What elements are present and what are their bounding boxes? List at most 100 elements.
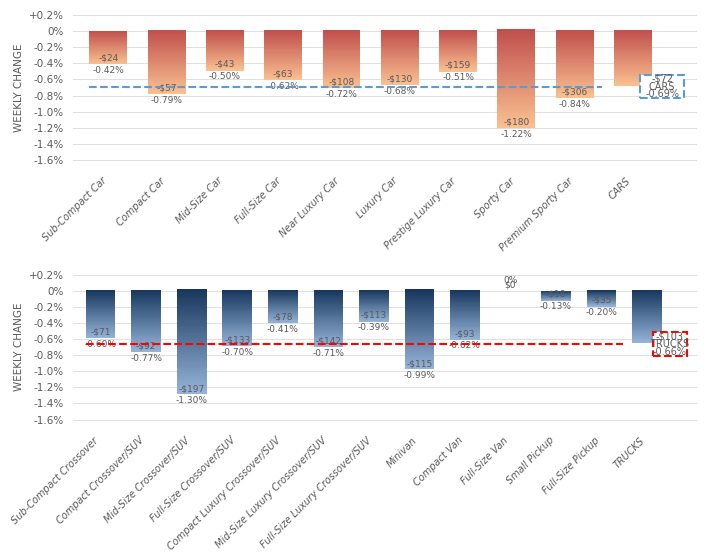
Bar	[86, 299, 115, 300]
Bar	[264, 35, 302, 36]
Bar	[405, 299, 434, 300]
Bar	[313, 310, 343, 311]
Bar	[614, 77, 652, 78]
Bar	[614, 60, 652, 61]
Bar	[498, 62, 535, 64]
Bar	[381, 37, 419, 39]
Bar	[86, 291, 115, 292]
Text: -$63: -$63	[273, 70, 294, 79]
Bar	[555, 84, 593, 85]
Bar	[148, 74, 186, 75]
Bar	[405, 365, 434, 367]
Bar	[89, 57, 127, 58]
Bar	[439, 54, 477, 55]
Text: -$72: -$72	[651, 74, 673, 84]
Bar	[614, 53, 652, 54]
Bar	[614, 73, 652, 74]
Bar	[632, 319, 662, 320]
Bar	[405, 326, 434, 328]
Bar	[498, 51, 535, 53]
Bar	[381, 77, 419, 78]
Bar	[177, 343, 206, 345]
Bar	[86, 304, 115, 305]
Bar	[313, 346, 343, 347]
Bar	[132, 307, 161, 309]
Bar	[222, 332, 252, 333]
Bar	[322, 41, 360, 42]
Bar	[555, 51, 593, 53]
Bar	[450, 305, 479, 306]
Bar	[222, 303, 252, 304]
Bar	[313, 322, 343, 323]
Bar	[614, 46, 652, 47]
Bar	[264, 37, 302, 38]
Bar	[222, 292, 252, 293]
Bar	[264, 74, 302, 75]
Bar	[132, 311, 161, 312]
Bar	[322, 45, 360, 46]
Bar	[614, 44, 652, 45]
Bar	[405, 347, 434, 348]
Bar	[132, 331, 161, 332]
Bar	[614, 71, 652, 72]
Bar	[555, 94, 593, 96]
Bar	[264, 70, 302, 71]
Bar	[132, 294, 161, 295]
Bar	[498, 88, 535, 90]
Bar	[405, 323, 434, 324]
Bar	[148, 35, 186, 36]
Bar	[177, 352, 206, 353]
Bar	[206, 57, 244, 58]
Bar	[177, 359, 206, 361]
Bar	[86, 324, 115, 325]
Bar	[555, 78, 593, 79]
Bar	[450, 339, 479, 340]
Bar	[632, 299, 662, 300]
Bar	[439, 51, 477, 53]
Bar	[148, 56, 186, 58]
Bar	[177, 378, 206, 380]
Text: -$130: -$130	[386, 74, 413, 83]
Bar	[206, 69, 244, 70]
Bar	[555, 39, 593, 40]
Bar	[439, 47, 477, 48]
Bar	[86, 297, 115, 298]
Bar	[498, 59, 535, 60]
Bar	[450, 334, 479, 335]
Bar	[86, 336, 115, 337]
Bar	[322, 54, 360, 55]
Bar	[450, 303, 479, 304]
Bar	[614, 82, 652, 83]
Bar	[322, 62, 360, 63]
Bar	[313, 344, 343, 345]
Bar	[405, 316, 434, 318]
Bar	[405, 301, 434, 302]
Bar	[439, 65, 477, 66]
Bar	[148, 37, 186, 39]
Bar	[86, 302, 115, 303]
Bar	[555, 70, 593, 72]
Bar	[177, 319, 206, 320]
Bar	[132, 291, 161, 292]
Bar	[498, 72, 535, 74]
Bar	[555, 68, 593, 69]
Bar	[222, 315, 252, 316]
Bar	[381, 78, 419, 79]
Bar	[555, 30, 593, 31]
Bar	[439, 42, 477, 44]
Bar	[222, 313, 252, 314]
Bar	[264, 76, 302, 77]
Bar	[148, 64, 186, 65]
Bar	[450, 312, 479, 313]
Bar	[555, 96, 593, 97]
Bar	[222, 305, 252, 306]
Bar	[439, 37, 477, 38]
Bar	[313, 342, 343, 343]
Bar	[222, 318, 252, 319]
Bar	[632, 318, 662, 319]
Bar	[313, 318, 343, 319]
Bar	[405, 361, 434, 362]
Bar	[222, 337, 252, 338]
Bar	[222, 314, 252, 315]
Bar	[498, 125, 535, 126]
